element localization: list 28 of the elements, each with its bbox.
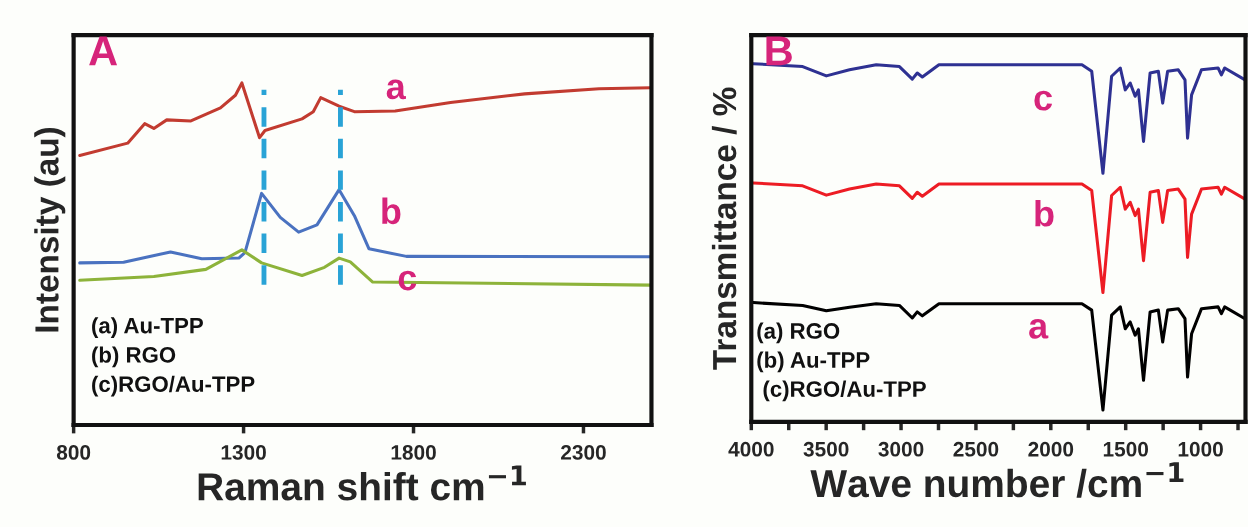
annotation: (b) Au-TPP (757, 351, 870, 373)
x-tick-label: 2300 (561, 445, 606, 460)
series-label: b (382, 197, 401, 225)
x-tick-label: 1000 (1178, 441, 1223, 457)
x-axis-title: Wave number /cm$^{−1}$ (810, 462, 1184, 498)
annotation: (c)RGO/Au-TPP (763, 380, 926, 402)
annotation: (a) RGO (757, 322, 840, 344)
series-label: c (1034, 90, 1053, 111)
series-label: a (386, 79, 406, 100)
chart-title: B (766, 36, 792, 66)
x-tick-label: 1500 (1103, 441, 1149, 457)
y-axis-title: Transmittance / % (711, 87, 737, 370)
x-tick-label: 800 (56, 445, 91, 460)
y-axis-title: Intensity (au) (34, 127, 66, 332)
series-label: b (1035, 200, 1054, 227)
annotation: (b) RGO (92, 346, 176, 368)
chart-title: A (89, 36, 118, 66)
series-label: a (1029, 318, 1049, 339)
x-tick-label: 1300 (221, 445, 266, 460)
x-tick-label: 2000 (1028, 441, 1074, 457)
annotation: (a) Au-TPP (92, 317, 203, 338)
x-tick-label: 3000 (878, 441, 924, 457)
x-axis-title: Raman shift cm$^{−1}$ (198, 465, 526, 501)
x-tick-label: 3500 (803, 441, 849, 457)
x-tick-label: 1800 (391, 445, 436, 460)
annotation: (c)RGO/Au-TPP (92, 375, 255, 397)
x-tick-label: 2500 (953, 441, 999, 457)
x-tick-label: 4000 (728, 441, 774, 457)
